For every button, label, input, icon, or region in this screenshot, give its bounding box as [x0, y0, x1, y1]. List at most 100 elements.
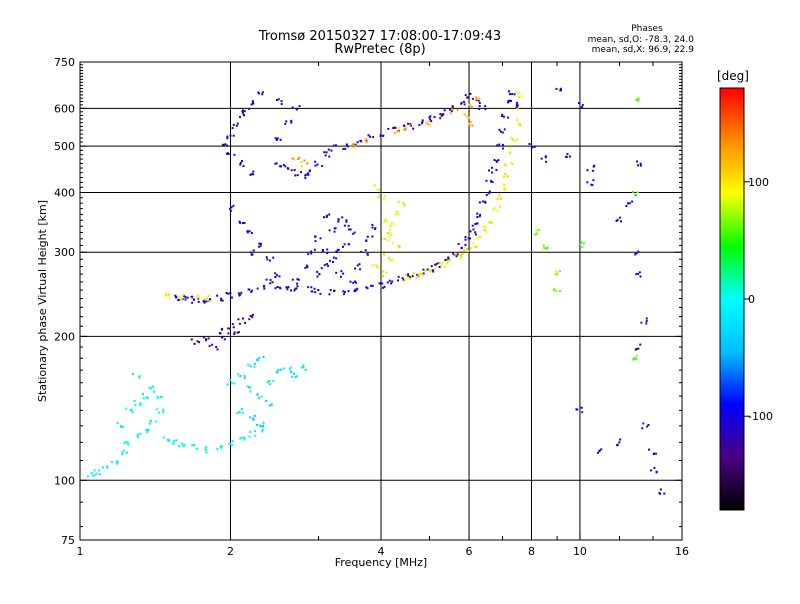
data-point	[232, 326, 235, 329]
data-point	[347, 228, 350, 231]
data-point	[162, 411, 165, 414]
data-point	[229, 209, 232, 212]
data-point	[237, 318, 240, 321]
colorbar-ticks: 100 0 -100	[744, 176, 773, 423]
data-point	[306, 162, 309, 165]
data-point	[116, 422, 119, 425]
data-point	[342, 272, 345, 275]
data-point	[313, 248, 316, 251]
data-point	[233, 331, 236, 334]
data-point	[342, 147, 345, 150]
data-point	[485, 231, 488, 234]
data-point	[205, 446, 208, 449]
data-point	[484, 225, 487, 228]
data-point	[226, 135, 229, 138]
data-point	[294, 376, 297, 379]
data-point	[482, 226, 485, 229]
data-point	[645, 317, 648, 320]
data-point	[352, 143, 355, 146]
data-point	[431, 269, 434, 272]
data-point	[365, 239, 368, 242]
data-point	[382, 286, 385, 289]
data-point	[262, 428, 265, 431]
data-point	[252, 249, 255, 252]
data-point	[286, 288, 289, 291]
x-tick-label: 4	[378, 545, 385, 558]
data-point	[320, 267, 323, 270]
data-point	[289, 370, 292, 373]
x-tick-label: 16	[675, 545, 689, 558]
data-point	[411, 275, 414, 278]
data-point	[155, 408, 158, 411]
data-point	[377, 196, 380, 199]
data-point	[645, 322, 648, 325]
data-point	[110, 461, 113, 464]
data-point	[499, 130, 502, 133]
data-point	[296, 107, 299, 110]
data-point	[464, 94, 467, 97]
y-tick-label: 750	[54, 56, 75, 69]
data-point	[646, 425, 649, 428]
data-point	[328, 293, 331, 296]
data-point	[464, 243, 467, 246]
chart-subtitle: RwPretec (8p)	[334, 42, 425, 57]
data-point	[248, 288, 251, 291]
data-point	[158, 411, 161, 414]
data-point	[325, 215, 328, 218]
data-point	[488, 221, 491, 224]
data-point	[265, 256, 268, 259]
data-point	[353, 280, 356, 283]
data-point	[146, 429, 149, 432]
data-point	[421, 122, 424, 125]
data-point	[347, 243, 350, 246]
data-point	[516, 104, 519, 107]
data-point	[438, 261, 441, 264]
data-point	[417, 272, 420, 275]
data-point	[566, 152, 569, 155]
data-point	[446, 260, 449, 263]
data-point	[359, 268, 362, 271]
data-point	[168, 296, 171, 299]
data-point	[639, 275, 642, 278]
y-tick-label: 300	[54, 246, 75, 259]
data-point	[383, 253, 386, 256]
data-point	[221, 143, 224, 146]
data-point	[625, 204, 628, 207]
data-point	[405, 274, 408, 277]
data-point	[421, 120, 424, 123]
data-point	[325, 262, 328, 265]
data-point	[202, 300, 205, 303]
data-point	[326, 248, 329, 251]
data-point	[503, 163, 506, 166]
data-point	[343, 243, 346, 246]
data-point	[246, 385, 249, 388]
stats-title: Phases	[631, 24, 663, 34]
data-point	[304, 368, 307, 371]
data-point	[196, 340, 199, 343]
data-point	[494, 207, 497, 210]
data-point	[620, 220, 623, 223]
data-point	[317, 288, 320, 291]
data-point	[274, 287, 277, 290]
data-point	[165, 292, 168, 295]
data-point	[635, 273, 638, 276]
data-point	[378, 195, 381, 198]
data-point	[447, 256, 450, 259]
data-point	[473, 245, 476, 248]
data-point	[482, 200, 485, 203]
data-point	[325, 214, 328, 217]
data-point	[231, 127, 234, 130]
data-point	[231, 440, 234, 443]
data-point	[349, 280, 352, 283]
data-point	[397, 275, 400, 278]
data-point	[243, 110, 246, 113]
data-point	[145, 396, 148, 399]
data-point	[463, 100, 466, 103]
data-point	[247, 363, 250, 366]
data-point	[518, 122, 521, 125]
data-point	[220, 299, 223, 302]
data-point	[271, 281, 274, 284]
data-point	[379, 134, 382, 137]
data-point	[328, 213, 331, 216]
